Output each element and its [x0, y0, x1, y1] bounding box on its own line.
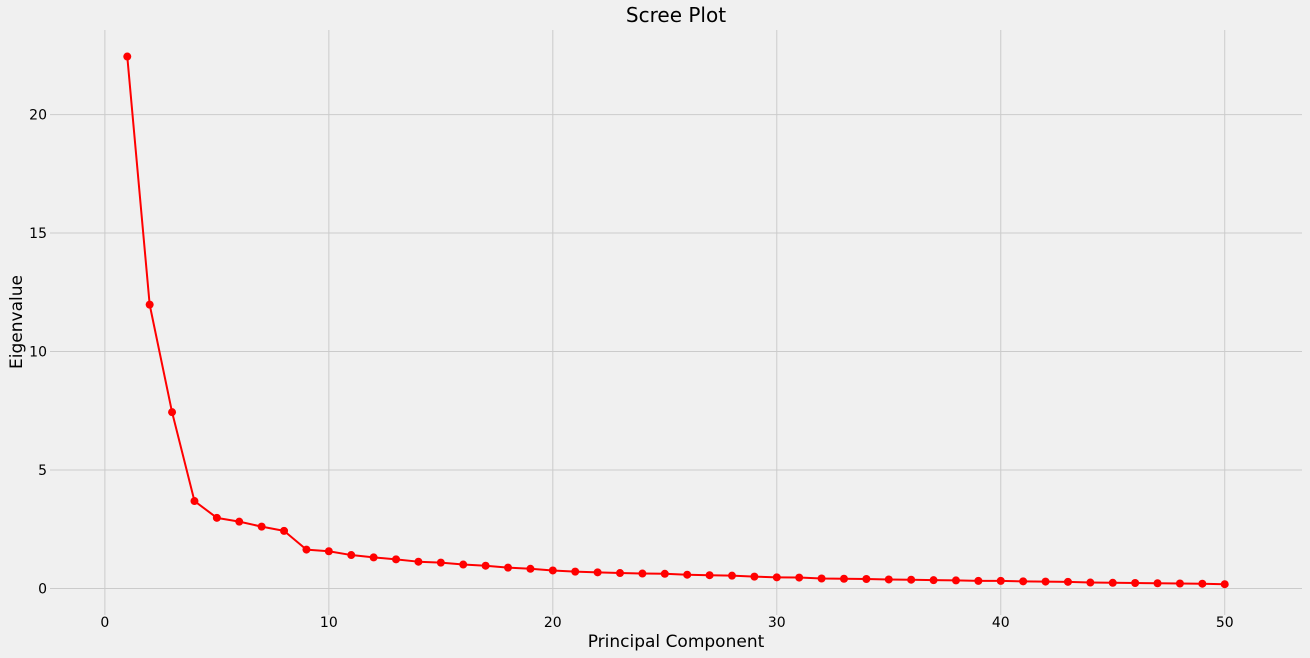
data-point: [817, 574, 826, 583]
data-point: [548, 566, 557, 575]
data-point: [324, 547, 333, 556]
data-point: [168, 408, 177, 417]
data-point: [302, 545, 311, 554]
data-point: [526, 564, 535, 573]
data-point: [974, 576, 983, 585]
x-axis-label: Principal Component: [588, 632, 765, 652]
data-point: [683, 570, 692, 579]
chart-title: Scree Plot: [626, 3, 726, 27]
y-tick-label: 15: [29, 226, 47, 242]
data-point: [862, 574, 871, 583]
data-point: [1063, 577, 1072, 586]
y-tick-label: 20: [29, 108, 47, 124]
x-tick-label: 30: [768, 615, 786, 631]
data-point: [1019, 577, 1028, 586]
data-point: [369, 553, 378, 562]
y-tick-label: 5: [38, 463, 47, 479]
x-tick-labels: 0 10 20 30 40 50: [100, 615, 1233, 631]
data-point: [190, 497, 199, 506]
x-tick-label: 20: [544, 615, 562, 631]
data-point: [1108, 578, 1117, 587]
data-point: [1198, 579, 1207, 588]
data-point: [392, 555, 401, 564]
data-point: [571, 567, 580, 576]
data-point: [1086, 578, 1095, 587]
data-point: [481, 561, 490, 570]
data-point: [1220, 580, 1229, 589]
data-point: [1041, 577, 1050, 586]
data-point: [1175, 579, 1184, 588]
y-axis-label: Eigenvalue: [7, 275, 27, 369]
x-tick-label: 40: [992, 615, 1010, 631]
data-point: [660, 569, 669, 578]
y-tick-label: 0: [38, 581, 47, 597]
data-point: [1131, 579, 1140, 588]
x-tick-label: 10: [320, 615, 338, 631]
data-point: [212, 513, 221, 522]
data-point: [907, 575, 916, 584]
y-tick-labels: 0 5 10 15 20: [29, 108, 47, 598]
data-point: [996, 576, 1005, 585]
grid-lines: [50, 30, 1302, 615]
data-point: [1153, 579, 1162, 588]
data-point: [727, 571, 736, 580]
data-point: [951, 576, 960, 585]
data-point: [593, 568, 602, 577]
data-point: [772, 573, 781, 582]
data-point: [123, 52, 132, 61]
data-point: [414, 557, 423, 566]
data-point: [884, 575, 893, 584]
data-point: [235, 517, 244, 526]
data-point: [459, 560, 468, 569]
data-point: [145, 300, 154, 309]
data-point: [839, 574, 848, 583]
data-point: [280, 526, 289, 535]
data-point: [436, 558, 445, 567]
data-point: [616, 569, 625, 578]
data-point: [347, 551, 356, 560]
data-point: [705, 571, 714, 580]
data-point: [795, 573, 804, 582]
data-point: [929, 576, 938, 585]
data-point: [750, 572, 759, 581]
x-tick-label: 0: [100, 615, 109, 631]
x-tick-label: 50: [1216, 615, 1234, 631]
eigenvalue-series-line: [126, 56, 1225, 586]
data-point: [638, 569, 647, 578]
data-point: [504, 563, 513, 572]
eigenvalue-points: [123, 52, 1229, 589]
data-point: [257, 522, 266, 531]
y-tick-label: 10: [29, 345, 47, 361]
